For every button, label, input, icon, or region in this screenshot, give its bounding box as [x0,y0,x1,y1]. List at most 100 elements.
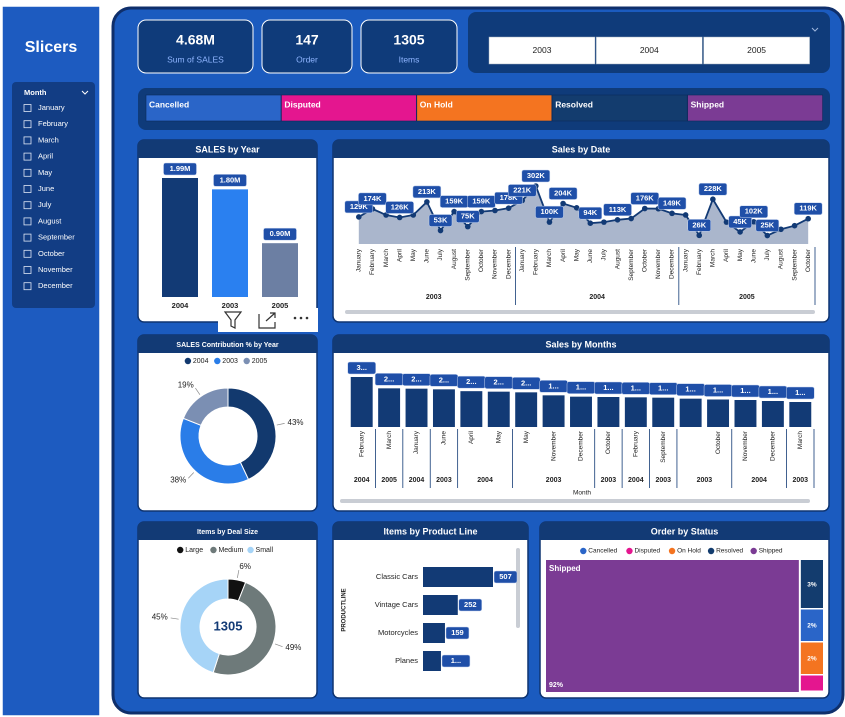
checkbox[interactable] [23,185,32,193]
value-label: 204K [554,189,573,198]
value-label: 3... [356,363,366,372]
bar [212,189,248,297]
year-button-label[interactable]: 2003 [533,45,552,55]
status-button[interactable] [416,94,553,122]
status-button[interactable] [551,94,688,122]
slicer-item[interactable]: August [38,216,62,225]
legend-label: Medium [218,547,243,554]
leader-line [195,387,201,395]
leader-line [274,643,283,647]
slicer-item[interactable]: January [38,103,65,112]
slicer-title: Month [24,88,47,97]
legend-swatch [184,357,192,365]
value-label: 94K [583,208,597,217]
x-tick-label: March [710,249,717,267]
more-icon[interactable] [299,316,303,320]
value-label-box [213,174,247,187]
checkbox[interactable] [23,152,32,161]
legend-label: 2005 [252,358,268,365]
checkbox[interactable] [23,282,32,291]
checkbox[interactable] [23,249,32,258]
slicer-item[interactable]: February [38,119,68,128]
x-tick-label: 2005 [272,301,289,310]
value-label-box [358,192,387,206]
year-button[interactable] [488,36,596,65]
value-label-box [739,205,768,219]
status-button-label[interactable]: On Hold [420,99,453,109]
slicer-item[interactable]: March [38,135,59,144]
status-button-label[interactable]: Shipped [691,99,725,109]
status-button-label[interactable]: Disputed [284,99,320,109]
point [356,214,362,220]
point [451,208,457,215]
expand-icon[interactable] [258,312,276,329]
value-label: 1... [631,383,641,392]
chart-title: Sales by Date [552,144,611,154]
value-label: 159K [472,197,491,206]
x-tick-label: November [550,430,557,461]
treemap-tile [800,642,823,674]
scrollbar[interactable] [516,548,520,628]
treemap-tile [800,609,823,641]
x-tick-label: January [356,248,363,272]
checkbox[interactable] [23,266,32,274]
kpi-card [360,19,458,74]
year-button[interactable] [703,36,810,65]
checkbox[interactable] [23,104,32,112]
point [737,229,743,235]
kpi-value: 1305 [393,32,424,48]
value-label: 1... [451,656,461,665]
value-label: 1.80M [220,175,241,184]
bar [162,178,198,297]
year-button-label[interactable]: 2004 [640,45,659,55]
slicer-item[interactable]: June [38,184,54,193]
checkbox[interactable] [23,120,32,129]
more-icon[interactable] [305,316,309,320]
year-button[interactable] [596,36,703,65]
status-button[interactable] [145,94,282,122]
legend-label: Disputed [634,548,660,555]
slicer-item[interactable]: September [38,233,75,242]
checkbox[interactable] [23,217,32,226]
more-icon[interactable] [293,316,297,320]
checkbox[interactable] [23,201,32,210]
value-label-box [347,361,376,375]
x-tick-label: October [805,248,812,272]
status-button-label[interactable]: Cancelled [149,99,189,109]
value-label: 1.99M [170,164,191,173]
value-label: 302K [527,171,546,180]
checkbox[interactable] [23,168,32,177]
point [764,232,771,239]
filter-icon[interactable] [223,311,243,329]
slicer-item[interactable]: May [38,168,52,177]
kpi-value: 147 [295,32,319,48]
x-tick-label: July [437,248,444,260]
value-label: 252 [464,600,477,609]
value-label: 1... [576,383,586,392]
status-button[interactable] [687,94,823,122]
value-label-box [493,570,518,584]
value-label: 149K [663,198,682,207]
x-tick-label: September [628,248,635,281]
point [628,215,634,222]
status-button[interactable] [281,94,417,122]
x-tick-label: June [750,249,757,263]
year-button-label[interactable]: 2005 [747,45,766,55]
status-button-label[interactable]: Resolved [555,99,593,109]
kpi-label: Items [399,54,420,64]
slicer-item[interactable]: July [38,200,52,209]
chart-title: Order by Status [651,526,719,536]
leader-line [276,423,285,426]
slicer-item[interactable]: October [38,249,65,258]
month-slicer [12,82,95,308]
x-group-label: 2005 [381,477,397,484]
checkbox[interactable] [23,233,32,242]
chart-title: Items by Deal Size [197,529,258,536]
slicer-item[interactable]: November [38,265,73,274]
checkbox[interactable] [23,136,32,145]
scrollbar[interactable] [345,310,815,314]
slicer-item[interactable]: December [38,281,73,290]
value-label-box [793,202,823,215]
slicer-item[interactable]: April [38,152,53,161]
scrollbar[interactable] [340,499,810,503]
